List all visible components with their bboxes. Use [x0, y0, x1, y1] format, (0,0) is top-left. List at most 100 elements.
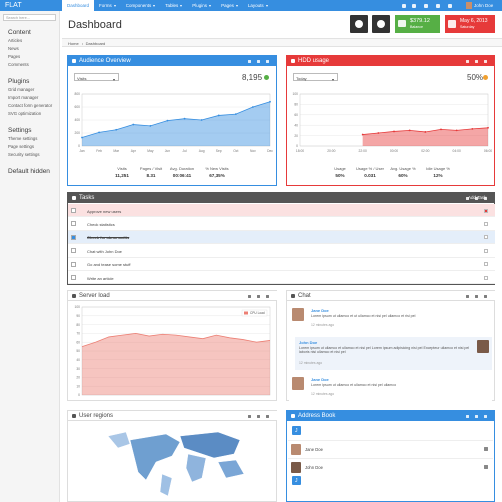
panel-tool[interactable]	[466, 294, 469, 298]
sidebar-item[interactable]: Articles	[8, 38, 23, 43]
button-icon	[377, 20, 385, 28]
panel-tool[interactable]	[266, 294, 269, 298]
map-region	[185, 453, 207, 483]
nav-item[interactable]: Pages	[216, 0, 243, 11]
panel-tool[interactable]	[466, 59, 469, 63]
sidebar-item[interactable]: Theme settings	[8, 136, 38, 141]
y-tick-label: 0	[78, 144, 80, 148]
marker	[98, 131, 100, 134]
panel-tool[interactable]	[266, 414, 269, 418]
stat-value: 12%	[433, 173, 443, 178]
stat-value: 50%	[335, 173, 345, 178]
task-action[interactable]	[484, 235, 488, 240]
search-input: Search here...	[3, 14, 56, 21]
task-action[interactable]	[484, 208, 488, 213]
nav-item[interactable]: Dashboard	[62, 0, 95, 11]
y-tick-label: 0	[78, 393, 80, 397]
panel-tool[interactable]	[484, 196, 487, 200]
panel-tool[interactable]	[248, 294, 251, 298]
legend-label: CPU Load	[250, 311, 265, 315]
map-region	[129, 433, 181, 481]
sidebar-item[interactable]: SVG optimization	[8, 111, 42, 116]
contact-name[interactable]: John Doe	[305, 465, 323, 470]
x-tick-label: Aug	[199, 149, 205, 153]
header-button[interactable]	[372, 15, 390, 33]
sidebar-item[interactable]: Comments	[8, 62, 29, 67]
nav-item[interactable]: Components	[121, 0, 161, 11]
task-checkbox[interactable]	[71, 221, 76, 227]
x-tick-label: 00:00	[390, 149, 398, 153]
task-checkbox[interactable]	[71, 248, 76, 254]
panel-tool[interactable]	[475, 414, 478, 418]
task-action[interactable]	[484, 262, 488, 267]
world-map	[107, 431, 245, 497]
panel-title-icon	[291, 294, 295, 298]
sidebar-item[interactable]: News	[8, 46, 19, 51]
panel-tool[interactable]	[475, 59, 478, 63]
panel-tool[interactable]	[466, 196, 469, 200]
panel-tool[interactable]	[484, 59, 487, 63]
header-button[interactable]	[350, 15, 368, 33]
panel-tool[interactable]	[257, 414, 260, 418]
panel-tool[interactable]	[466, 414, 469, 418]
nav-item[interactable]: Tables	[160, 0, 187, 11]
task-action[interactable]	[484, 275, 488, 280]
panel-tool[interactable]	[248, 414, 251, 418]
task-text: Chat with John Doe	[87, 248, 122, 254]
user-regions-panel: User regions	[67, 410, 277, 502]
area	[362, 127, 488, 146]
task-action[interactable]	[484, 248, 488, 253]
nav-item-label: Pages	[221, 3, 234, 8]
contact-action	[484, 465, 488, 469]
sidebar-item[interactable]: Grid manager	[8, 87, 35, 92]
nav-item[interactable]: Layouts	[243, 0, 273, 11]
breadcrumb-item[interactable]: Home	[68, 41, 79, 46]
stat-label: Pages / Visit	[139, 166, 163, 171]
task-checkbox[interactable]	[71, 275, 76, 280]
select[interactable]: Today	[293, 73, 338, 81]
sidebar-item[interactable]: Security settings	[8, 152, 40, 157]
sidebar-section-title[interactable]: Content	[8, 29, 31, 36]
panel-tool[interactable]	[484, 294, 487, 298]
panel-tool[interactable]	[257, 59, 260, 63]
select[interactable]: Visits	[74, 73, 119, 81]
panel-tool[interactable]	[266, 59, 269, 63]
nav-item[interactable]: Plugins	[187, 0, 216, 11]
y-tick-label: 600	[74, 105, 80, 109]
add-task[interactable]: Add Task	[468, 195, 487, 200]
task-row: Chat with John Doe	[68, 244, 495, 258]
panel-tool[interactable]	[257, 294, 260, 298]
select-caret	[330, 77, 334, 83]
sidebar-item[interactable]: Page settings	[8, 144, 35, 149]
breadcrumb-item[interactable]: Dashboard	[85, 41, 106, 46]
y-tick-label: 60	[76, 340, 80, 344]
sidebar-section-title[interactable]: Default hidden	[8, 168, 50, 175]
sidebar-item[interactable]: Contact form generator	[8, 103, 53, 108]
task-checkbox[interactable]	[71, 208, 76, 213]
panel-tool[interactable]	[484, 414, 487, 418]
contact-avatar	[291, 444, 301, 455]
task-action[interactable]	[484, 221, 488, 226]
search-placeholder[interactable]: Search here...	[6, 16, 30, 20]
nav-user[interactable]: John Doe	[474, 3, 494, 8]
marker	[487, 126, 489, 129]
sidebar-section-title[interactable]: Plugins	[8, 78, 30, 85]
chat-time: 12 minutes ago	[311, 323, 335, 327]
x-tick-label: Oct	[233, 149, 238, 153]
nav-item[interactable]: Forms	[94, 0, 121, 11]
sidebar-section-title[interactable]: Settings	[8, 127, 32, 134]
task-row: Check for abnormalits	[68, 230, 495, 245]
task-checkbox[interactable]	[71, 261, 76, 267]
task-checkbox[interactable]	[71, 234, 76, 240]
contact-name[interactable]: Jane Doe	[305, 447, 323, 452]
panel-tool[interactable]	[248, 59, 251, 63]
chat-time: 12 minutes ago	[311, 392, 335, 396]
sidebar-item[interactable]: Import manager	[8, 95, 39, 100]
nav-item-label: Tables	[165, 3, 179, 8]
nav-avatar	[466, 2, 472, 9]
sidebar-item[interactable]: Pages	[8, 54, 21, 59]
nav-menu: Dashboard Forms Components Tables Plugins Pag…	[62, 0, 273, 11]
panel-tool[interactable]	[475, 196, 478, 200]
panel-tool[interactable]	[475, 294, 478, 298]
marker	[217, 114, 220, 117]
